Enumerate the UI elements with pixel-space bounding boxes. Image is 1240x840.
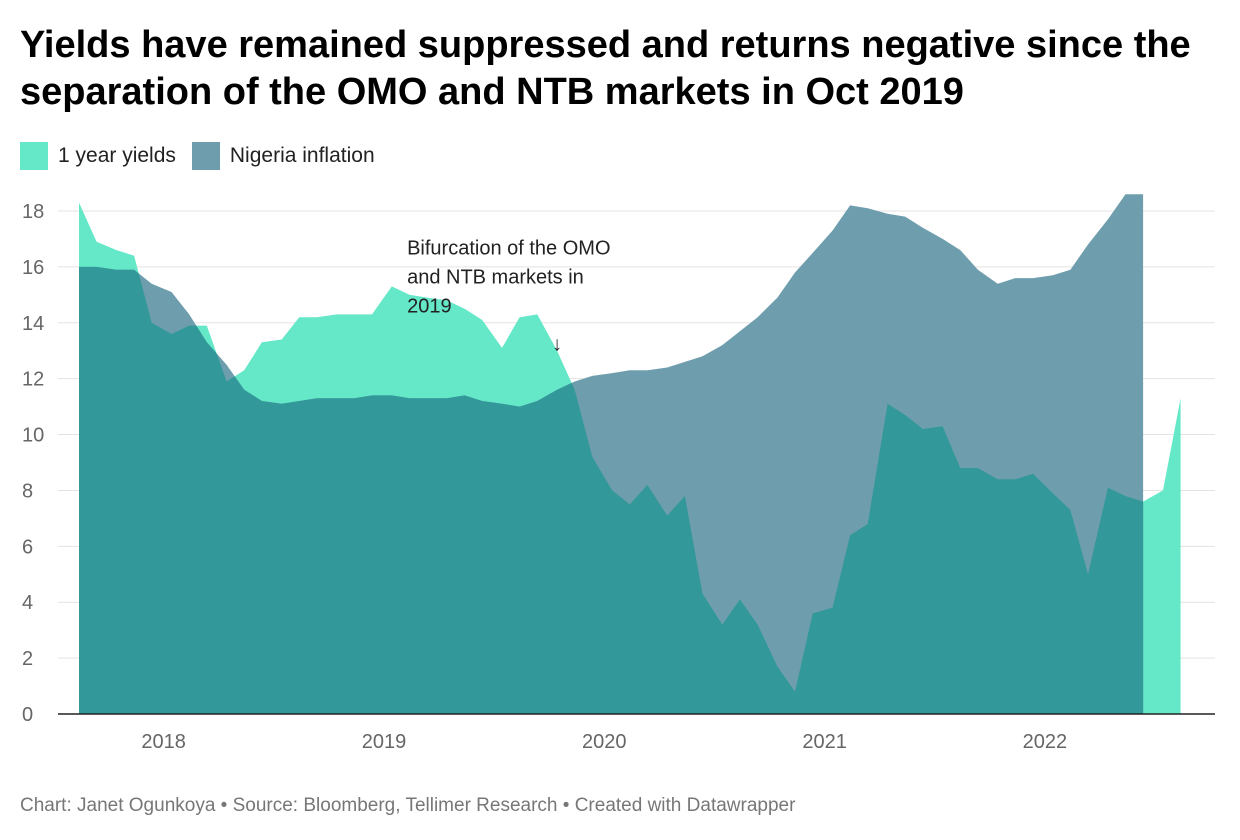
- legend-label-yields: 1 year yields: [58, 144, 176, 167]
- x-tick-label: 2021: [802, 731, 847, 753]
- x-tick-label: 2020: [582, 731, 627, 753]
- annotation-arrow: ↓: [552, 333, 562, 355]
- x-tick-label: 2018: [141, 731, 186, 753]
- legend-item-inflation: Nigeria inflation: [191, 142, 375, 170]
- areas: [79, 194, 1181, 714]
- legend-swatch-yields: [20, 142, 48, 170]
- x-axis-ticks: 2018 2019 2020 2021 2022: [141, 731, 1067, 753]
- chart-footer: Chart: Janet Ogunkoya • Source: Bloomber…: [20, 795, 796, 816]
- y-tick-label: 12: [22, 369, 44, 391]
- y-tick-label: 2: [22, 648, 33, 670]
- annotation-text-line: 2019: [407, 295, 452, 317]
- annotation-text-line: Bifurcation of the OMO: [407, 237, 610, 259]
- y-axis-ticks: 0 2 4 6 8 10 12 14 16 18: [22, 201, 44, 726]
- legend-label-inflation: Nigeria inflation: [229, 144, 375, 167]
- y-tick-label: 8: [22, 480, 33, 502]
- x-tick-label: 2019: [362, 731, 407, 753]
- annotations: Bifurcation of the OMO and NTB markets in…: [407, 237, 610, 355]
- y-tick-label: 10: [22, 425, 44, 447]
- y-tick-label: 14: [22, 313, 44, 335]
- annotation-text-line: and NTB markets in: [407, 266, 584, 288]
- chart-title: Yields have remained suppressed and retu…: [20, 24, 1191, 113]
- legend-item-yields: 1 year yields: [20, 142, 176, 170]
- y-tick-label: 6: [22, 536, 33, 558]
- x-tick-label: 2022: [1023, 731, 1068, 753]
- y-tick-label: 16: [22, 257, 44, 279]
- y-tick-label: 18: [22, 201, 44, 223]
- y-tick-label: 0: [22, 704, 33, 726]
- y-tick-label: 4: [22, 592, 33, 614]
- legend: 1 year yields Nigeria inflation: [20, 142, 391, 170]
- legend-swatch-inflation: [191, 142, 220, 170]
